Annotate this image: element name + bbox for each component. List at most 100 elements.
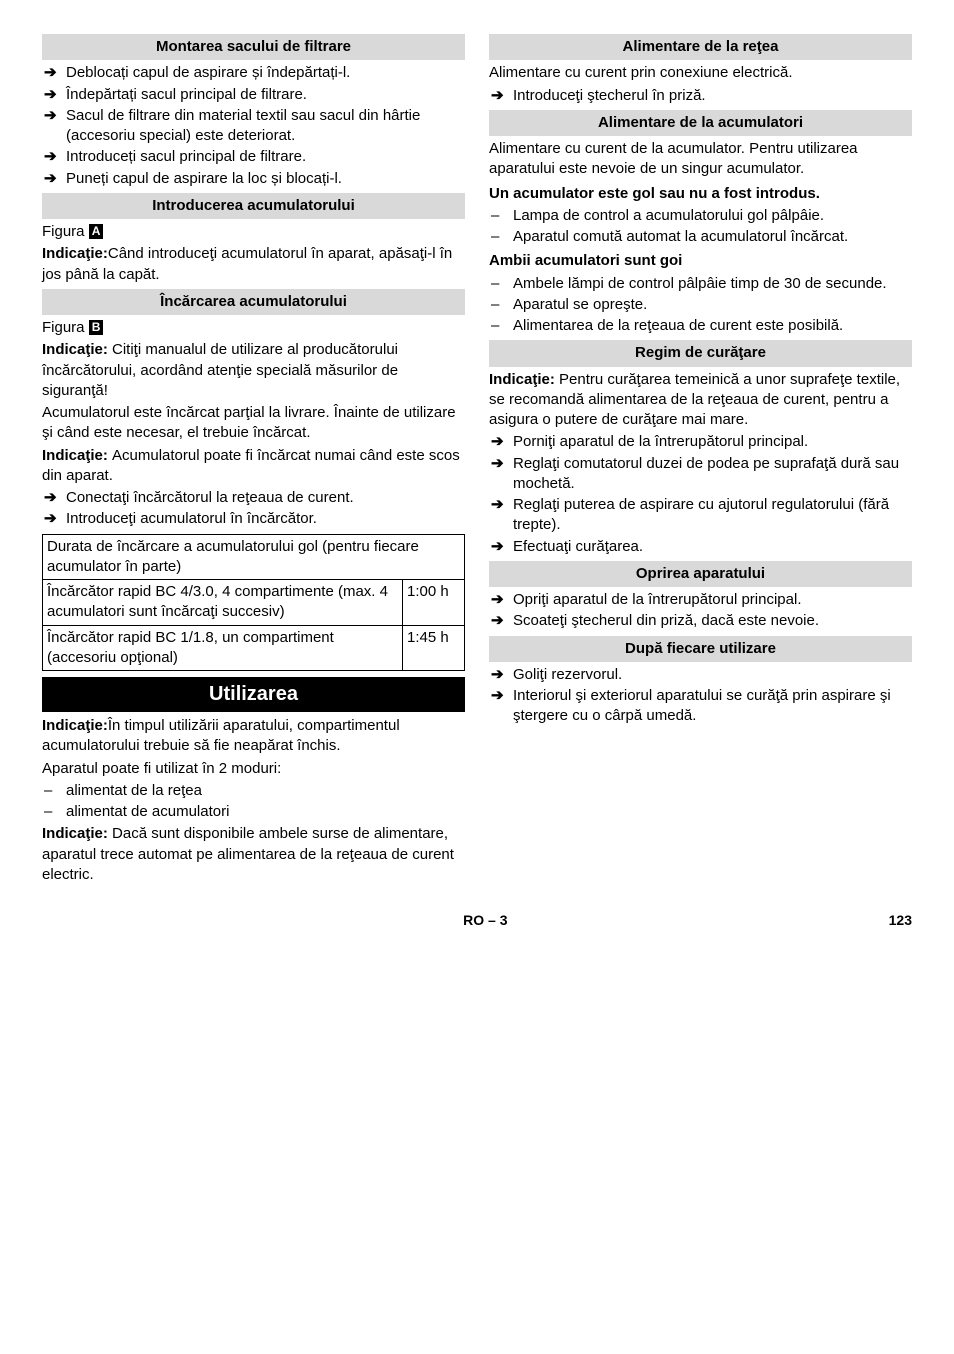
footer-spacer [42, 911, 82, 930]
heading-utilizarea: Utilizarea [42, 677, 465, 712]
arrow-icon: ➔ [42, 488, 66, 508]
heading-incarcarea: Încărcarea acumulatorului [42, 289, 465, 315]
heading-regim: Regim de curăţare [489, 340, 912, 366]
subheading: Ambii acumulatori sunt goi [489, 251, 912, 271]
list-item: Reglaţi comutatorul duzei de podea pe su… [513, 454, 912, 495]
note-label: Indicaţie: [42, 825, 112, 842]
arrow-icon: ➔ [42, 147, 66, 167]
arrow-icon: ➔ [489, 537, 513, 557]
list-item: Ambele lămpi de control pâlpâie timp de … [513, 274, 912, 294]
note-text: Indicaţie: Acumulatorul poate fi încărca… [42, 446, 465, 487]
paragraph: Alimentare cu curent de la acumulator. P… [489, 139, 912, 180]
arrow-icon: ➔ [42, 63, 66, 83]
list-item: Puneți capul de aspirare la loc și bloca… [66, 169, 465, 189]
arrow-icon: ➔ [489, 454, 513, 474]
figure-letter-icon: A [89, 224, 104, 239]
heading-oprirea: Oprirea aparatului [489, 561, 912, 587]
figure-label: Figura [42, 223, 89, 240]
list-incarcarea: ➔Conectaţi încărcătorul la reţeaua de cu… [42, 488, 465, 530]
note-label: Indicaţie: [42, 245, 108, 262]
list-item: Deblocați capul de aspirare și îndepărta… [66, 63, 465, 83]
footer-center: RO – 3 [82, 911, 889, 930]
arrow-icon: ➔ [42, 85, 66, 105]
arrow-icon: ➔ [489, 590, 513, 610]
paragraph: Aparatul poate fi utilizat în 2 moduri: [42, 759, 465, 779]
figure-label: Figura [42, 319, 89, 336]
list-item: alimentat de acumulatori [66, 802, 465, 822]
heading-montarea: Montarea sacului de filtrare [42, 34, 465, 60]
heading-retea: Alimentare de la reţea [489, 34, 912, 60]
note-text: Indicaţie: Dacă sunt disponibile ambele … [42, 824, 465, 885]
note-label: Indicaţie: [489, 371, 559, 388]
arrow-icon: ➔ [489, 86, 513, 106]
list-retea: ➔Introduceţi ştecherul în priză. [489, 86, 912, 106]
list-sub1: –Lampa de control a acumulatorului gol p… [489, 206, 912, 248]
charging-table: Durata de încărcare a acumulatorului gol… [42, 534, 465, 672]
arrow-icon: ➔ [42, 169, 66, 189]
table-header: Durata de încărcare a acumulatorului gol… [43, 534, 465, 580]
dash-icon: – [489, 295, 513, 315]
list-item: Aparatul comută automat la acumulatorul … [513, 227, 912, 247]
dash-icon: – [42, 802, 66, 822]
two-column-layout: Montarea sacului de filtrare ➔Deblocați … [42, 30, 912, 887]
list-modes: –alimentat de la reţea –alimentat de acu… [42, 781, 465, 823]
list-montarea: ➔Deblocați capul de aspirare și îndepărt… [42, 63, 465, 189]
list-item: Interiorul şi exteriorul aparatului se c… [513, 686, 912, 727]
note-text: Indicaţie:Când introduceţi acumulatorul … [42, 244, 465, 285]
paragraph: Alimentare cu curent prin conexiune elec… [489, 63, 912, 83]
table-cell: 1:45 h [403, 625, 465, 671]
table-cell: 1:00 h [403, 580, 465, 626]
arrow-icon: ➔ [489, 686, 513, 706]
table-row: Încărcător rapid BC 1/1.8, un compartime… [43, 625, 465, 671]
dash-icon: – [489, 274, 513, 294]
arrow-icon: ➔ [489, 495, 513, 515]
table-cell: Încărcător rapid BC 1/1.8, un compartime… [43, 625, 403, 671]
note-text: Indicaţie:În timpul utilizării aparatulu… [42, 716, 465, 757]
list-item: Scoateţi ştecherul din priză, dacă este … [513, 611, 912, 631]
list-item: Alimentarea de la reţeaua de curent este… [513, 316, 912, 336]
table-row: Încărcător rapid BC 4/3.0, 4 compartimen… [43, 580, 465, 626]
list-item: Lampa de control a acumulatorului gol pâ… [513, 206, 912, 226]
list-item: Aparatul se opreşte. [513, 295, 912, 315]
left-column: Montarea sacului de filtrare ➔Deblocați … [42, 30, 465, 887]
list-item: Sacul de filtrare din material textil sa… [66, 106, 465, 147]
figure-ref: Figura B [42, 318, 465, 338]
dash-icon: – [489, 316, 513, 336]
figure-letter-icon: B [89, 320, 104, 335]
heading-dupa: După fiecare utilizare [489, 636, 912, 662]
heading-acumulatori: Alimentare de la acumulatori [489, 110, 912, 136]
table-cell: Încărcător rapid BC 4/3.0, 4 compartimen… [43, 580, 403, 626]
page-footer: RO – 3 123 [42, 911, 912, 930]
arrow-icon: ➔ [42, 106, 66, 126]
list-item: Goliţi rezervorul. [513, 665, 912, 685]
dash-icon: – [489, 206, 513, 226]
list-item: Introduceți sacul principal de filtrare. [66, 147, 465, 167]
dash-icon: – [42, 781, 66, 801]
list-item: Efectuaţi curăţarea. [513, 537, 912, 557]
note-label: Indicaţie: [42, 341, 112, 358]
list-regim: ➔Porniţi aparatul de la întrerupătorul p… [489, 432, 912, 557]
arrow-icon: ➔ [489, 611, 513, 631]
list-item: Porniţi aparatul de la întrerupătorul pr… [513, 432, 912, 452]
footer-page-number: 123 [889, 911, 912, 930]
list-item: Conectaţi încărcătorul la reţeaua de cur… [66, 488, 465, 508]
list-item: Îndepărtați sacul principal de filtrare. [66, 85, 465, 105]
list-item: alimentat de la reţea [66, 781, 465, 801]
dash-icon: – [489, 227, 513, 247]
arrow-icon: ➔ [489, 665, 513, 685]
note-label: Indicaţie: [42, 717, 108, 734]
list-item: Introduceţi ştecherul în priză. [513, 86, 912, 106]
note-label: Indicaţie: [42, 447, 112, 464]
note-text: Indicaţie: Citiţi manualul de utilizare … [42, 340, 465, 401]
paragraph: Acumulatorul este încărcat parţial la li… [42, 403, 465, 444]
list-item: Introduceţi acumulatorul în încărcător. [66, 509, 465, 529]
heading-introducerea: Introducerea acumulatorului [42, 193, 465, 219]
list-item: Reglaţi puterea de aspirare cu ajutorul … [513, 495, 912, 536]
right-column: Alimentare de la reţea Alimentare cu cur… [489, 30, 912, 887]
list-dupa: ➔Goliţi rezervorul. ➔Interiorul şi exter… [489, 665, 912, 727]
list-oprirea: ➔Opriţi aparatul de la întrerupătorul pr… [489, 590, 912, 632]
note-text: Indicaţie: Pentru curăţarea temeinică a … [489, 370, 912, 431]
figure-ref: Figura A [42, 222, 465, 242]
arrow-icon: ➔ [489, 432, 513, 452]
list-item: Opriţi aparatul de la întrerupătorul pri… [513, 590, 912, 610]
